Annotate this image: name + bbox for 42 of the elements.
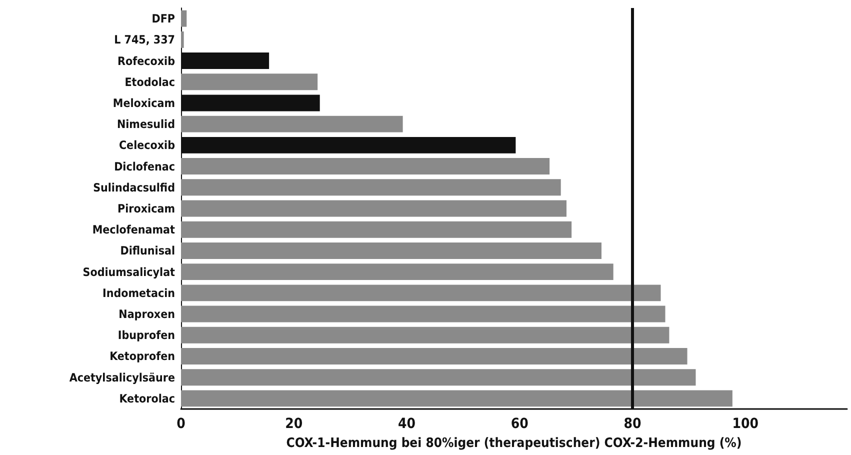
bar [181,326,670,344]
bar [181,390,732,407]
bar [181,264,614,280]
y-tick-label: Piroxicam [118,202,175,216]
bar [181,10,187,27]
x-tick-label: 100 [732,416,759,432]
bar [181,200,566,217]
x-tick-label: 40 [398,416,416,432]
y-tick-label: Diflunisal [120,244,175,258]
y-tick-label: Acetylsalicylsäure [69,370,175,384]
y-tick-label: Naproxen [118,307,175,322]
bar [181,369,696,386]
bar [181,242,602,259]
x-tick-label: 0 [176,416,186,432]
bar [181,348,688,364]
y-tick-label: Indometacin [102,286,175,300]
y-tick-label: Sodiumsalicylat [82,264,176,279]
bar [181,306,666,322]
y-tick-label: L 745, 337 [114,32,175,47]
y-tick-label: Rofecoxib [118,54,175,68]
x-axis-title: COX-1-Hemmung bei 80%iger (therapeutischer) COX-2-Hemmung (%) [286,436,742,451]
x-tick-label: 60 [510,416,529,432]
y-tick-label: Diclofenac [114,159,175,174]
bar [181,221,572,238]
y-tick-label: Sulindacsulfid [93,180,175,194]
bar [181,116,403,132]
y-tick-label: Celecoxib [118,138,175,152]
y-tick-label: Ketorolac [119,391,175,406]
x-tick-label: 20 [285,416,303,432]
y-tick-label: Ketoprofen [110,349,175,364]
y-tick-label: Etodolac [124,74,175,89]
y-tick-label: Ibuprofen [118,328,175,342]
y-tick-label: Nimesulid [116,117,175,132]
y-tick-label: DFP [152,12,176,26]
y-tick-label: Meloxicam [112,96,175,110]
bar [181,74,318,90]
y-tick-label: Meclofenamat [92,222,176,237]
bar [181,158,550,175]
bar [181,284,661,302]
bar [181,179,561,196]
bar [181,31,184,48]
x-tick-label: 80 [624,416,642,432]
